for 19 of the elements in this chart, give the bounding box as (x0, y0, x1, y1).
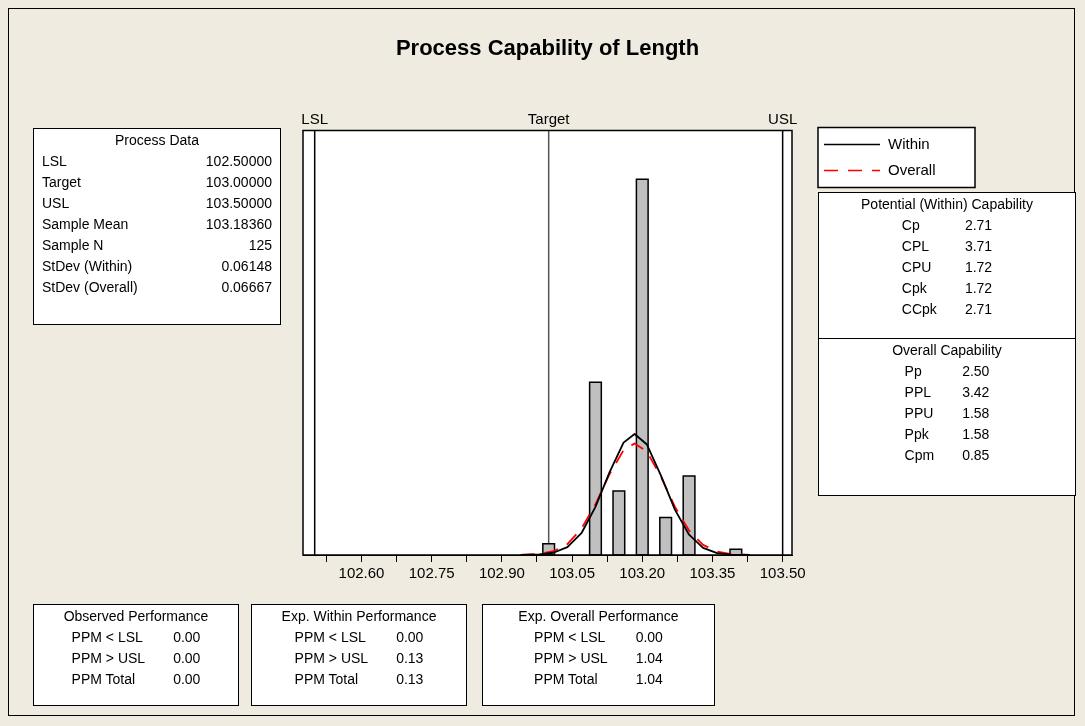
text: Process Data LSL 102.50000 Target 103.00000 USL 103.50000 Sample Mean 103.18360 Sample N 125 StDev (Within) 0.06148 StDev (Overall) 0.06667 (42, 132, 272, 295)
x-tick-label: 102.60 (338, 564, 385, 582)
x-tick-label: 103.50 (759, 564, 806, 582)
ref-line-label: LSL (301, 110, 329, 128)
x-tick-label: 103.35 (689, 564, 736, 582)
x-tick-label: 102.75 (408, 564, 455, 582)
ref-line-label: USL (768, 110, 798, 128)
ref-line-label: Target (527, 110, 571, 128)
text: Exp. Within Performance PPM < LSL 0.00 PPM > USL 0.13 PPM Total 0.13 (281, 608, 437, 687)
text: Overall Capability Pp 2.50 PPL 3.42 PPU 1.58 Ppk 1.58 Cpm 0.85 (892, 342, 1002, 463)
chart-title: Process Capability of Length (395, 35, 700, 61)
legend-label: Overall (888, 160, 936, 178)
legend-label: Within (888, 134, 930, 152)
text: Observed Performance PPM < LSL 0.00 PPM > USL 0.00 PPM Total 0.00 (63, 608, 209, 687)
x-tick-label: 103.05 (549, 564, 596, 582)
text: Potential (Within) Capability Cp 2.71 CPL 3.71 CPU 1.72 Cpk 1.72 CCpk 2.71 (861, 196, 1033, 317)
x-tick-label: 102.90 (478, 564, 525, 582)
x-tick-label: 103.20 (619, 564, 666, 582)
text: Exp. Overall Performance PPM < LSL 0.00 PPM > USL 1.04 PPM Total 1.04 (518, 608, 679, 687)
